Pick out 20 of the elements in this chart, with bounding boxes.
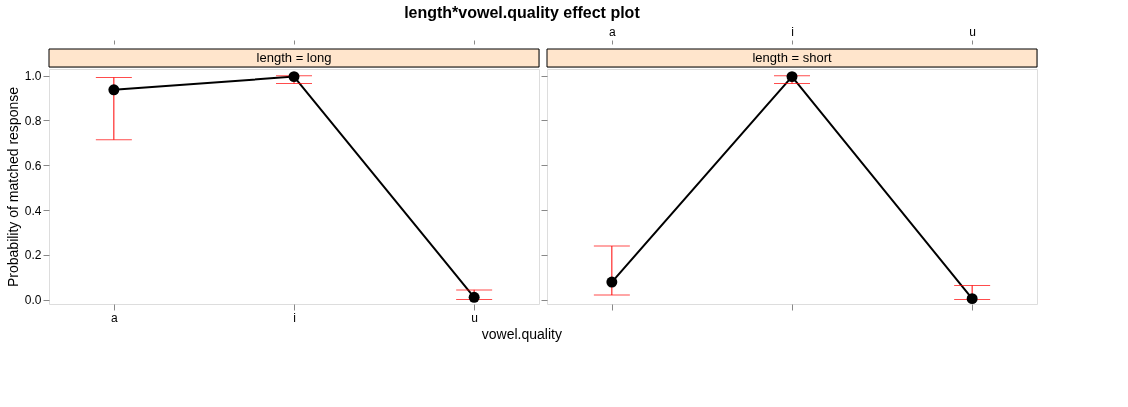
- x-tick-label: a: [609, 24, 617, 39]
- x-tick-label: u: [969, 24, 976, 39]
- y-tick-label: 0.4: [24, 203, 42, 218]
- chart-subtitle: length = short: [752, 50, 832, 65]
- point: [288, 71, 300, 83]
- chart-subtitle: length = long: [256, 50, 332, 65]
- y-tick-label: 0.8: [24, 113, 42, 128]
- x-tick-label: i: [293, 310, 296, 325]
- chart-title: length*vowel.quality effect plot: [404, 4, 641, 21]
- y-tick-label: 1.0: [24, 69, 42, 84]
- y-tick-label: 0.2: [24, 248, 42, 263]
- y-tick-label: 0.6: [24, 158, 42, 173]
- point: [468, 291, 480, 303]
- y-axis-title: Probability of matched response: [4, 86, 21, 287]
- x-tick-label: a: [111, 310, 119, 325]
- point: [108, 84, 120, 96]
- y-tick-label: 0.0: [24, 293, 42, 308]
- x-axis-title: vowel.quality: [481, 325, 562, 342]
- x-tick-label: i: [791, 24, 794, 39]
- x-tick-label: u: [471, 310, 478, 325]
